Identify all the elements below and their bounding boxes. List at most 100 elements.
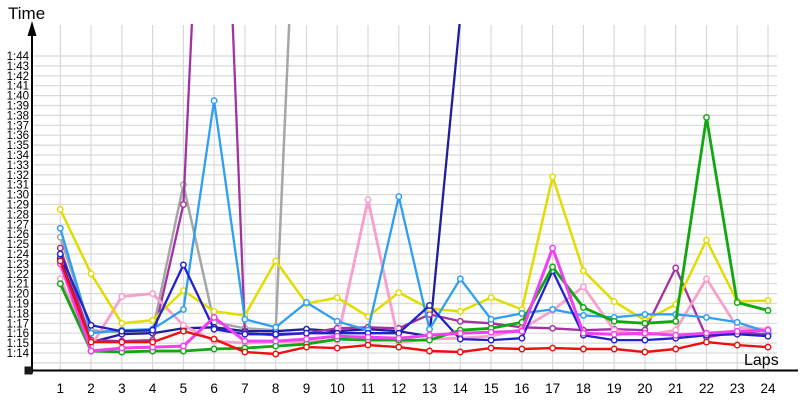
data-point-marker-red <box>426 347 433 355</box>
data-point-marker-magenta <box>179 342 187 350</box>
data-point-marker-magenta <box>333 332 341 340</box>
data-point-marker-red <box>303 343 310 351</box>
y-tick-label: 1:41 <box>7 81 29 93</box>
data-point-marker-yellow <box>118 319 126 327</box>
y-tick-label: 1:39 <box>7 101 29 113</box>
data-point-marker-green <box>672 317 680 325</box>
y-tick-label: 1:22 <box>7 269 29 281</box>
data-point-marker-green <box>641 319 649 327</box>
series-line-purple <box>59 24 769 343</box>
data-point-marker-purple <box>549 324 557 332</box>
x-tick-label: 14 <box>453 381 469 396</box>
x-tick-label: 15 <box>484 381 499 396</box>
data-point-marker-magenta <box>733 327 741 335</box>
y-tick-label: 1:28 <box>7 209 29 221</box>
y-tick-label: 1:14 <box>7 348 30 360</box>
x-tick-label: 20 <box>637 381 652 396</box>
data-point-marker-cyan <box>703 313 710 321</box>
x-tick-label: 22 <box>699 381 714 396</box>
y-tick-label: 1:42 <box>7 71 29 83</box>
x-tick-label: 9 <box>303 381 311 396</box>
series-line-green <box>59 116 769 354</box>
data-point-marker-yellow <box>149 316 157 324</box>
data-point-marker-blue <box>764 332 772 340</box>
y-tick-label: 1:24 <box>7 249 30 261</box>
data-point-marker-yellow <box>610 298 618 305</box>
data-point-marker-magenta <box>641 329 649 337</box>
data-point-marker-magenta <box>303 335 310 343</box>
y-tick-label: 1:33 <box>7 160 29 172</box>
x-tick-label: 4 <box>149 381 157 396</box>
series-line-magenta <box>58 246 769 353</box>
axis-origin-square <box>24 366 33 375</box>
x-tick-label: 13 <box>422 381 437 396</box>
data-point-marker-purple <box>56 244 64 252</box>
data-point-marker-cyan <box>518 309 526 317</box>
data-point-marker-magenta <box>241 337 249 345</box>
y-tick-label: 1:32 <box>7 170 29 182</box>
data-point-marker-magenta <box>364 333 372 341</box>
data-point-marker-yellow <box>549 173 557 181</box>
data-point-marker-blue <box>118 327 126 335</box>
series-purple <box>56 24 772 345</box>
x-tick-label: 16 <box>514 381 529 396</box>
y-tick-label: 1:30 <box>7 190 29 202</box>
data-point-marker-red <box>703 338 710 346</box>
data-point-marker-red <box>179 327 187 335</box>
y-axis-arrow-icon <box>27 21 37 36</box>
data-point-marker-blue <box>641 336 649 344</box>
data-point-marker-blue <box>610 336 618 344</box>
data-point-marker-green <box>56 280 64 288</box>
data-point-marker-blue <box>272 330 280 338</box>
data-point-marker-green <box>703 113 710 121</box>
x-tick-label: 5 <box>180 381 188 396</box>
data-point-marker-cyan <box>641 310 649 318</box>
data-point-marker-magenta <box>456 329 464 337</box>
data-point-marker-yellow <box>87 270 95 278</box>
data-point-marker-red <box>395 343 403 351</box>
y-tick-label: 1:38 <box>7 110 29 122</box>
data-point-marker-red <box>764 343 772 351</box>
data-point-marker-red <box>118 338 126 346</box>
series-line-red <box>59 260 769 356</box>
data-point-marker-red <box>149 338 157 346</box>
data-point-marker-red <box>241 348 249 356</box>
data-point-marker-pink <box>179 321 187 329</box>
x-tick-label: 23 <box>730 381 745 396</box>
x-tick-label: 12 <box>391 381 406 396</box>
y-tick-label: 1:26 <box>7 229 29 241</box>
data-point-marker-red <box>733 341 741 349</box>
y-tick-label: 1:27 <box>7 219 29 231</box>
data-point-marker-red <box>87 338 95 346</box>
data-point-marker-magenta <box>549 244 557 252</box>
data-point-marker-green <box>549 263 557 271</box>
y-tick-label: 1:29 <box>7 200 29 212</box>
data-point-marker-blue <box>303 329 310 337</box>
data-point-marker-cyan <box>487 315 495 323</box>
data-point-marker-green <box>733 299 741 306</box>
data-point-marker-cyan <box>241 315 249 323</box>
data-point-marker-cyan <box>56 224 64 232</box>
y-tick-label: 1:19 <box>7 299 29 311</box>
y-tick-label: 1:18 <box>7 308 29 320</box>
data-point-marker-yellow <box>487 294 495 302</box>
data-point-marker-red <box>210 335 218 343</box>
x-tick-label: 21 <box>668 381 683 396</box>
data-point-marker-magenta <box>272 337 280 345</box>
data-point-marker-yellow <box>456 307 464 315</box>
data-point-marker-purple <box>179 201 187 208</box>
y-tick-label: 1:21 <box>7 279 29 291</box>
data-point-marker-cyan <box>733 318 741 326</box>
data-point-marker-blue <box>487 336 495 344</box>
data-point-marker-cyan <box>426 325 433 333</box>
data-point-marker-yellow <box>764 297 772 304</box>
data-point-marker-pink <box>579 283 587 291</box>
series-line-cyan <box>59 99 769 335</box>
data-point-marker-red <box>333 344 341 352</box>
data-point-marker-green <box>610 317 618 325</box>
data-point-marker-blue <box>426 302 433 309</box>
y-tick-label: 1:35 <box>7 140 29 152</box>
data-point-marker-navy <box>458 14 463 19</box>
series-line-navy <box>59 24 461 344</box>
data-point-marker-yellow <box>703 236 710 244</box>
